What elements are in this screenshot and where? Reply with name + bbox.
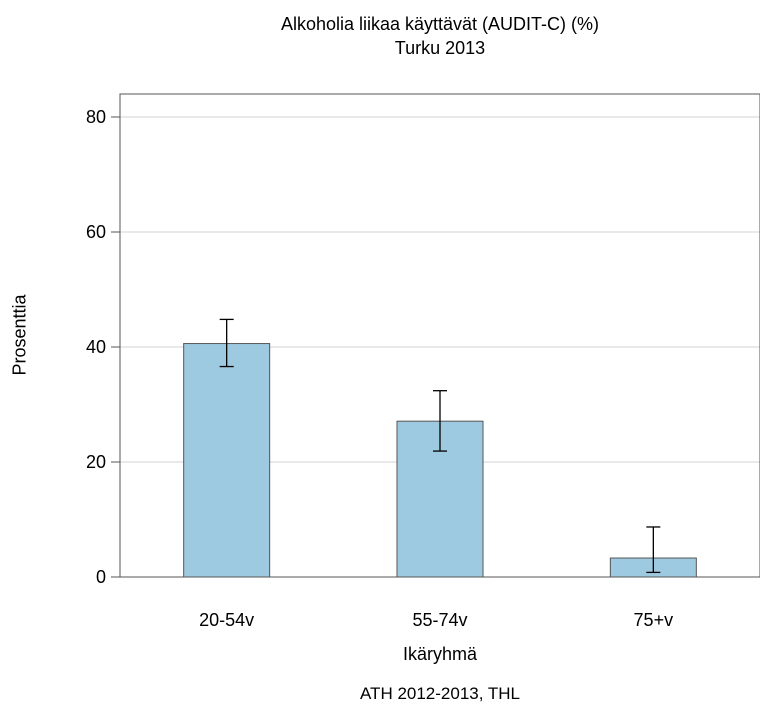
- y-tick-label: 60: [86, 222, 106, 242]
- y-tick-label: 0: [96, 567, 106, 587]
- x-tick-label: 55-74v: [412, 610, 467, 630]
- chart-title: Alkoholia liikaa käyttävät (AUDIT-C) (%): [280, 14, 600, 34]
- y-tick-label: 40: [86, 337, 106, 357]
- source-note: ATH 2012-2013, THL: [359, 684, 520, 703]
- x-tick-label: 20-54v: [199, 610, 254, 630]
- y-axis-label: Prosenttia: [9, 294, 30, 376]
- x-axis-label: Ikäryhmä: [402, 644, 478, 664]
- y-tick-label: 20: [86, 452, 106, 472]
- chart-subtitle: Turku 2013: [394, 38, 486, 58]
- bar: [183, 343, 271, 578]
- y-tick-label: 80: [86, 107, 106, 127]
- x-tick-label: 75+v: [634, 610, 674, 630]
